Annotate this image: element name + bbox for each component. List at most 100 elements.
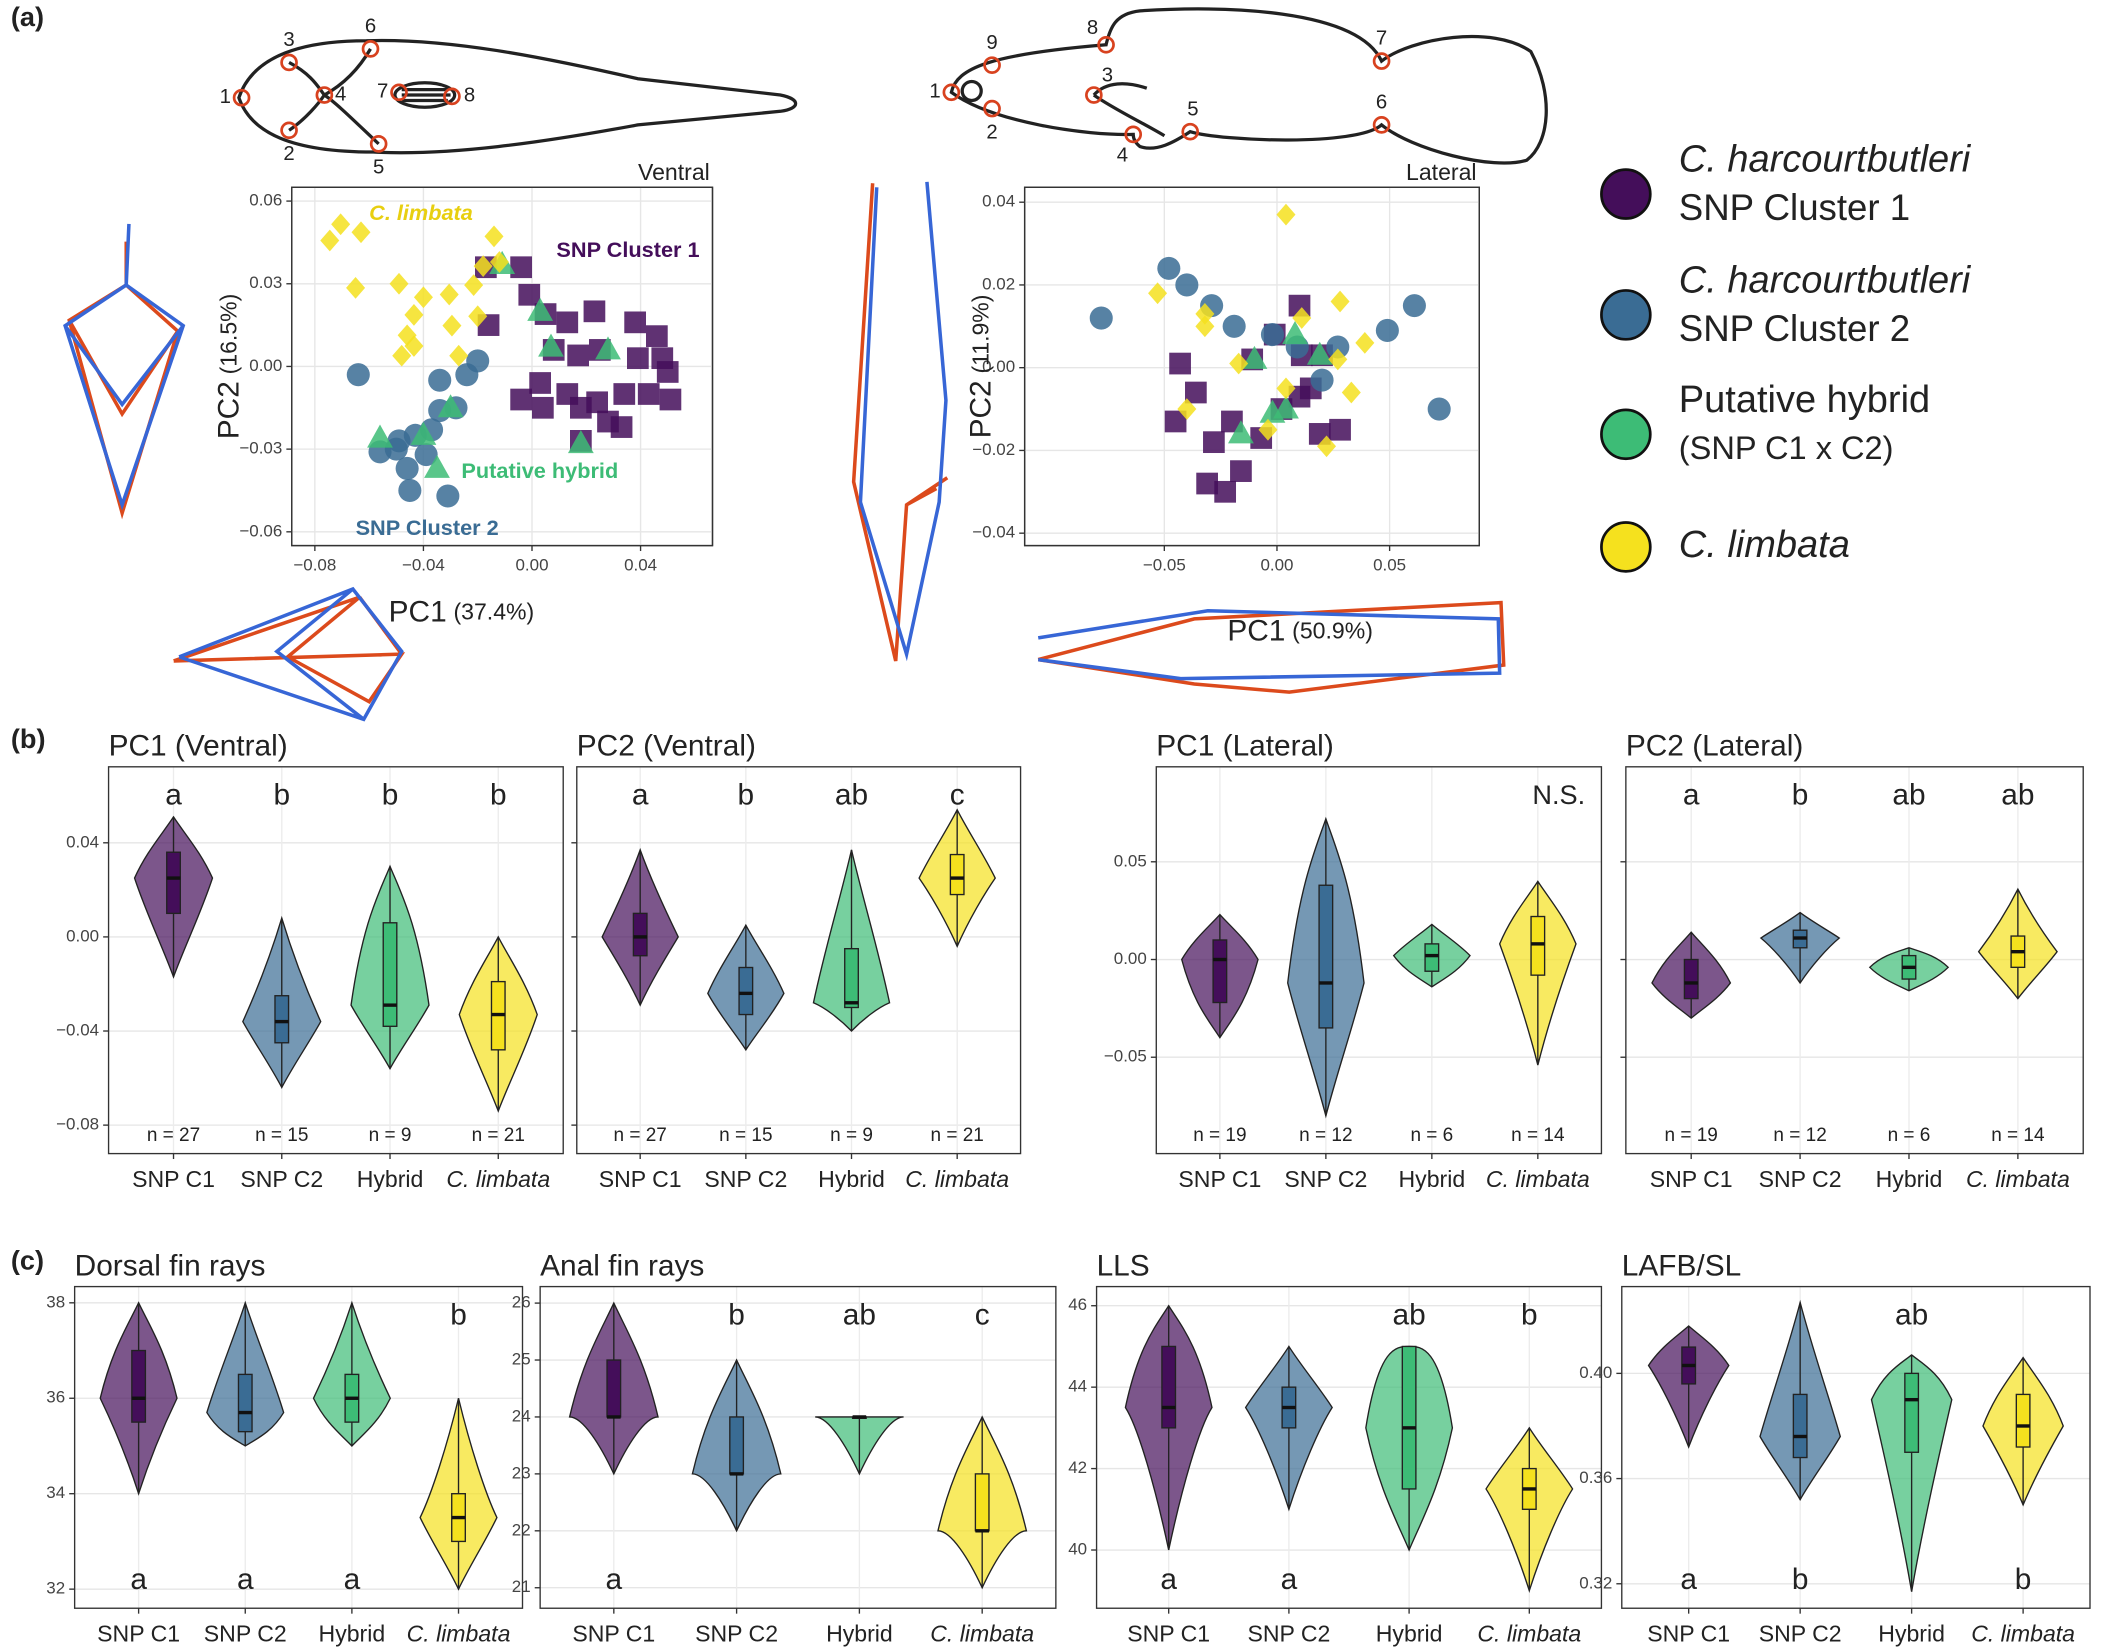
significance-letter: ab — [843, 1298, 876, 1331]
legend-label: C. harcourtbutleri — [1679, 259, 1972, 301]
x-tick-label: Hybrid — [818, 1166, 885, 1192]
legend-label: Putative hybrid — [1679, 379, 1930, 421]
legend-swatch — [1600, 408, 1652, 461]
landmark-label: 3 — [283, 29, 294, 51]
landmark — [1085, 86, 1103, 104]
significance-letter: a — [165, 779, 182, 812]
chart-title: PC2 (Ventral) — [577, 730, 756, 763]
point — [436, 484, 460, 508]
point — [595, 336, 621, 360]
point — [489, 251, 509, 273]
point — [1306, 341, 1333, 365]
point — [656, 361, 679, 383]
x-tick-label: 0.04 — [624, 555, 657, 574]
x-tick-label: 0.05 — [1373, 555, 1406, 574]
y-tick-label: 40 — [1068, 1539, 1087, 1558]
point — [613, 383, 636, 405]
x-axis-title: PC1 (50.9%) — [1227, 614, 1373, 647]
x-tick-label: SNP C2 — [1759, 1166, 1842, 1192]
point — [1229, 352, 1249, 375]
box — [131, 1349, 147, 1423]
landmark — [1372, 52, 1391, 70]
landmark-label: 5 — [1187, 98, 1198, 120]
point — [1276, 203, 1296, 226]
point — [1326, 335, 1350, 359]
legend-swatch — [1600, 289, 1652, 341]
box — [274, 995, 290, 1044]
box — [606, 1359, 622, 1418]
point — [1375, 318, 1399, 342]
landmark-label: 6 — [365, 16, 376, 38]
significance-letter: ab — [835, 779, 868, 812]
panel-label: (c) — [11, 1244, 44, 1275]
significance-letter: a — [1680, 1563, 1697, 1596]
significance-letter: a — [344, 1563, 361, 1596]
plot-border — [291, 186, 714, 547]
landmark-label: 5 — [373, 157, 384, 179]
box — [1212, 939, 1228, 1004]
point — [610, 416, 633, 438]
significance-letter: a — [1683, 779, 1700, 812]
landmark — [1097, 35, 1115, 54]
x-tick-label: 0.00 — [1260, 555, 1293, 574]
y-axis-title-main: PC2 — [213, 381, 246, 439]
landmark — [280, 53, 298, 72]
point — [586, 391, 608, 414]
x-tick-label: 0.00 — [516, 555, 549, 574]
point — [1258, 418, 1278, 441]
point — [556, 311, 579, 334]
x-tick-label: SNP C1 — [1650, 1166, 1733, 1192]
x-tick-label: SNP C2 — [204, 1620, 287, 1646]
y-tick-label: 38 — [46, 1292, 65, 1311]
x-tick-label: −0.08 — [293, 555, 336, 574]
plot-border — [1155, 766, 1603, 1155]
significance-letter: a — [130, 1563, 147, 1596]
y-tick-label: 46 — [1068, 1295, 1087, 1314]
landmark — [1124, 125, 1143, 144]
landmark-label: 8 — [1087, 17, 1098, 39]
significance-letter: b — [1792, 779, 1809, 812]
point — [331, 213, 351, 236]
point — [1260, 323, 1285, 347]
significance-letter: c — [975, 1298, 990, 1331]
point — [1203, 431, 1225, 454]
n-label: n = 6 — [1410, 1125, 1453, 1146]
x-tick-label: SNP C1 — [1127, 1620, 1210, 1646]
point — [1341, 381, 1361, 404]
significance-letter: a — [606, 1563, 623, 1596]
x-tick-label: Hybrid — [319, 1620, 386, 1646]
point — [646, 325, 668, 347]
x-tick-label: −0.04 — [402, 555, 445, 574]
annotation: C. limbata — [369, 200, 473, 225]
chart-title: PC1 (Ventral) — [109, 730, 288, 763]
significance-letter: b — [2015, 1563, 2032, 1596]
x-axis-title-main: PC1 — [1227, 614, 1285, 647]
point — [627, 347, 649, 370]
point — [1228, 420, 1254, 444]
point — [1355, 332, 1375, 354]
point — [1214, 480, 1237, 503]
y-tick-label: −0.04 — [972, 523, 1015, 542]
y-tick-label: −0.08 — [56, 1115, 99, 1134]
x-axis-title-main: PC1 — [389, 595, 447, 628]
n-label: n = 14 — [1511, 1125, 1565, 1146]
annotation: SNP Cluster 1 — [556, 237, 699, 262]
point — [468, 305, 488, 328]
y-axis-title-main: PC2 — [964, 380, 997, 438]
landmark — [1181, 122, 1200, 141]
y-tick-label: 36 — [46, 1388, 65, 1407]
y-tick-label: 0.02 — [982, 274, 1015, 293]
point — [1328, 348, 1348, 371]
chart-title: Anal fin rays — [540, 1249, 704, 1282]
point — [1196, 472, 1218, 495]
x-tick-label: Hybrid — [1399, 1166, 1466, 1192]
point — [510, 388, 532, 411]
point — [567, 430, 594, 454]
landmark-label: 1 — [220, 86, 231, 108]
legend-swatch — [1600, 521, 1652, 573]
landmark — [390, 83, 408, 102]
landmark-label: 8 — [464, 85, 475, 107]
x-tick-label: SNP C1 — [1178, 1166, 1261, 1192]
plot-border — [576, 766, 1022, 1155]
lateral-deformation — [851, 181, 1506, 694]
